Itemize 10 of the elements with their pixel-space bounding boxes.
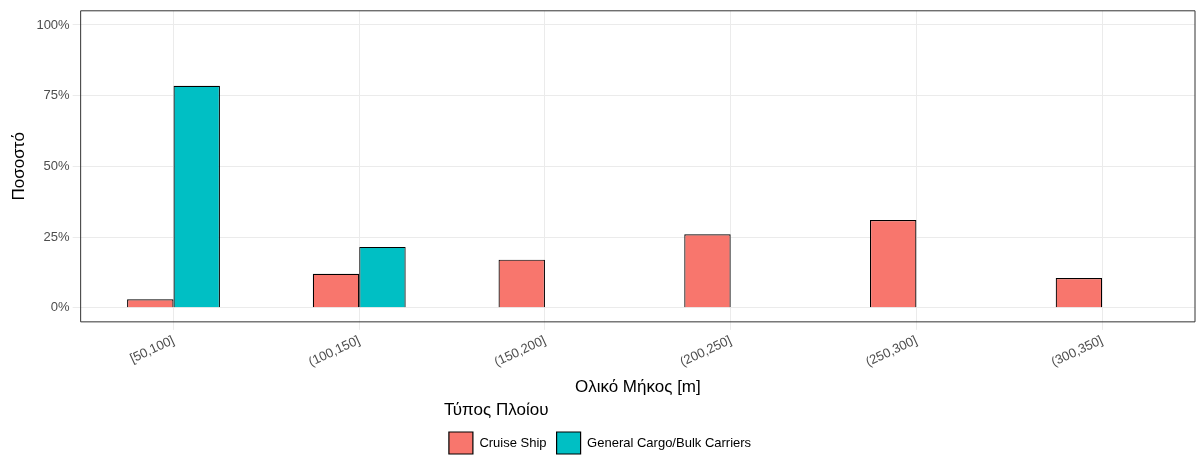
y-tick-label: 100% [36,16,71,32]
legend-title: Τύπος Πλοίου [443,399,549,419]
legend-label: General Cargo/Bulk Carriers [587,434,752,450]
y-tick-label: 75% [43,87,71,103]
y-tick-label: 50% [43,157,71,173]
y-tick-label: 25% [43,228,71,244]
legend-label: Cruise Ship [479,434,547,450]
y-tick-label: 0% [50,299,71,315]
x-axis-title: Ολικό Μήκος [m] [574,377,701,397]
y-axis-title: Ποσοστό [8,132,28,201]
